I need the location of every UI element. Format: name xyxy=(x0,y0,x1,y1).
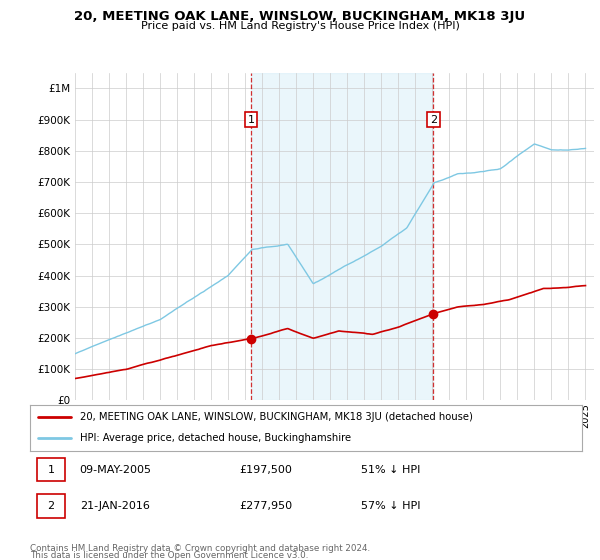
Text: 21-JAN-2016: 21-JAN-2016 xyxy=(80,501,149,511)
Text: £197,500: £197,500 xyxy=(240,465,293,475)
Text: This data is licensed under the Open Government Licence v3.0.: This data is licensed under the Open Gov… xyxy=(30,551,308,560)
Text: Contains HM Land Registry data © Crown copyright and database right 2024.: Contains HM Land Registry data © Crown c… xyxy=(30,544,370,553)
Text: 1: 1 xyxy=(248,115,254,125)
Text: HPI: Average price, detached house, Buckinghamshire: HPI: Average price, detached house, Buck… xyxy=(80,433,351,444)
FancyBboxPatch shape xyxy=(37,458,65,481)
Text: 2: 2 xyxy=(430,115,437,125)
Bar xyxy=(251,73,433,400)
Text: £277,950: £277,950 xyxy=(240,501,293,511)
Text: 2: 2 xyxy=(47,501,55,511)
Text: 51% ↓ HPI: 51% ↓ HPI xyxy=(361,465,421,475)
Text: Price paid vs. HM Land Registry's House Price Index (HPI): Price paid vs. HM Land Registry's House … xyxy=(140,21,460,31)
Text: 09-MAY-2005: 09-MAY-2005 xyxy=(80,465,152,475)
Text: 20, MEETING OAK LANE, WINSLOW, BUCKINGHAM, MK18 3JU (detached house): 20, MEETING OAK LANE, WINSLOW, BUCKINGHA… xyxy=(80,412,473,422)
Text: 1: 1 xyxy=(47,465,55,475)
Text: 20, MEETING OAK LANE, WINSLOW, BUCKINGHAM, MK18 3JU: 20, MEETING OAK LANE, WINSLOW, BUCKINGHA… xyxy=(74,10,526,23)
FancyBboxPatch shape xyxy=(37,494,65,517)
Text: 57% ↓ HPI: 57% ↓ HPI xyxy=(361,501,421,511)
